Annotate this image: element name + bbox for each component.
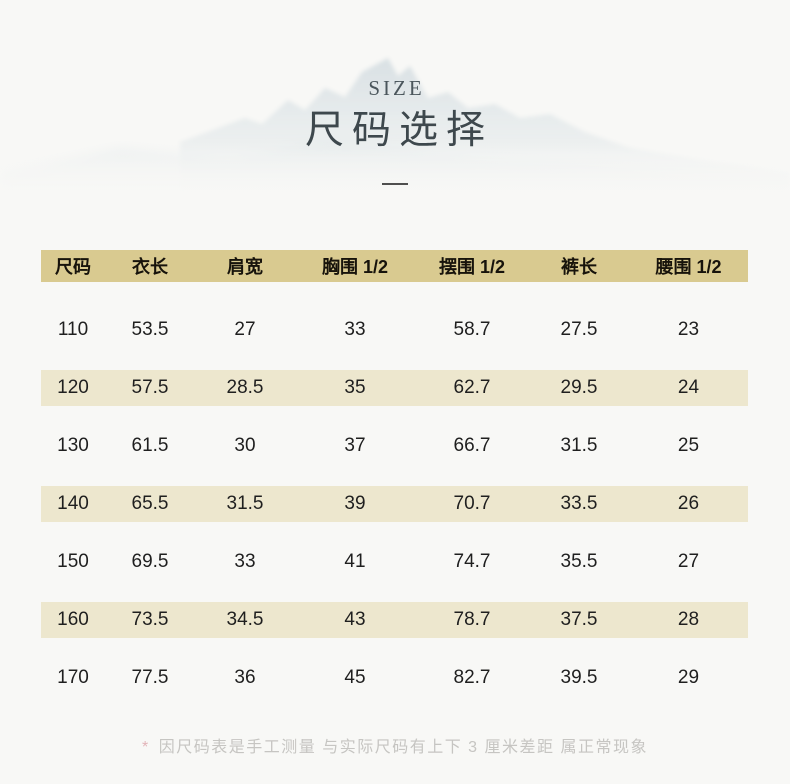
cell-waist-half: 27	[677, 551, 700, 572]
table-row: 130 61.5 30 37 66.7 31.5 25	[41, 428, 748, 464]
cell-hem-half: 58.7	[453, 319, 491, 340]
table-row: 110 53.5 27 33 58.7 27.5 23	[41, 312, 748, 348]
size-table-header-row: 尺码 衣长 肩宽 胸围 1/2 摆围 1/2 裤长 腰围 1/2	[41, 250, 748, 282]
cell-garment-length: 77.5	[131, 667, 169, 688]
column-header-chest-half: 胸围 1/2	[321, 257, 389, 277]
cell-waist-half: 28	[677, 609, 700, 630]
cell-waist-half: 26	[677, 493, 700, 514]
cell-shoulder-width: 33	[234, 551, 256, 572]
column-header-hem-half: 摆围 1/2	[438, 257, 506, 277]
cell-chest-half: 39	[344, 493, 366, 514]
size-table: 尺码 衣长 肩宽 胸围 1/2 摆围 1/2 裤长 腰围 1/2 110 53.…	[41, 250, 748, 696]
cell-hem-half: 78.7	[453, 609, 491, 630]
cell-hem-half: 62.7	[453, 377, 491, 398]
cell-garment-length: 57.5	[131, 377, 169, 398]
hero-fade-overlay	[0, 140, 790, 235]
cell-chest-half: 45	[344, 667, 366, 688]
cell-chest-half: 33	[344, 319, 366, 340]
cell-waist-half: 24	[677, 377, 700, 398]
section-eyebrow: SIZE	[368, 76, 425, 100]
column-header-size: 尺码	[55, 257, 91, 277]
table-row: 160 73.5 34.5 43 78.7 37.5 28	[41, 602, 748, 638]
table-row: 150 69.5 33 41 74.7 35.5 27	[41, 544, 748, 580]
cell-shoulder-width: 31.5	[226, 493, 264, 514]
cell-size: 110	[57, 319, 89, 340]
cell-garment-length: 73.5	[131, 609, 169, 630]
page-title: 尺码选择	[304, 109, 493, 152]
cell-chest-half: 37	[344, 435, 366, 456]
cell-pants-length: 29.5	[560, 377, 598, 398]
cell-pants-length: 31.5	[560, 435, 598, 456]
column-header-garment-length: 衣长	[132, 257, 168, 277]
cell-waist-half: 25	[677, 435, 700, 456]
column-header-shoulder-width: 肩宽	[227, 257, 263, 277]
cell-pants-length: 35.5	[560, 551, 598, 572]
title-dash-divider	[382, 183, 408, 185]
cell-chest-half: 35	[344, 377, 366, 398]
cell-shoulder-width: 30	[234, 435, 256, 456]
cell-garment-length: 69.5	[131, 551, 169, 572]
cell-hem-half: 82.7	[453, 667, 491, 688]
cell-size: 140	[57, 493, 89, 514]
cell-size: 160	[57, 609, 89, 630]
cell-garment-length: 65.5	[131, 493, 169, 514]
cell-shoulder-width: 34.5	[226, 609, 264, 630]
cell-pants-length: 33.5	[560, 493, 598, 514]
footnote: * 因尺码表是手工测量 与实际尺码有上下 3 厘米差距 属正常现象	[0, 733, 790, 757]
cell-hem-half: 66.7	[453, 435, 491, 456]
cell-chest-half: 41	[344, 551, 366, 572]
cell-pants-length: 39.5	[560, 667, 598, 688]
cell-size: 130	[57, 435, 89, 456]
cell-shoulder-width: 28.5	[226, 377, 264, 398]
cell-garment-length: 53.5	[131, 319, 169, 340]
table-row: 140 65.5 31.5 39 70.7 33.5 26	[41, 486, 748, 522]
footnote-text: 因尺码表是手工测量 与实际尺码有上下 3 厘米差距 属正常现象	[158, 739, 648, 756]
cell-size: 120	[57, 377, 89, 398]
cell-shoulder-width: 36	[234, 667, 256, 688]
hero-section: SIZE 尺码选择	[0, 0, 790, 235]
column-header-pants-length: 裤长	[561, 257, 597, 277]
column-header-waist-half: 腰围 1/2	[655, 257, 722, 277]
footnote-asterisk: *	[142, 739, 150, 756]
cell-chest-half: 43	[344, 609, 366, 630]
size-table-body: 110 53.5 27 33 58.7 27.5 23 120 57.5 28.…	[41, 312, 748, 696]
cell-waist-half: 29	[677, 667, 700, 688]
cell-waist-half: 23	[677, 319, 700, 340]
cell-hem-half: 74.7	[453, 551, 491, 572]
table-row: 120 57.5 28.5 35 62.7 29.5 24	[41, 370, 748, 406]
cell-pants-length: 37.5	[560, 609, 598, 630]
cell-pants-length: 27.5	[560, 319, 598, 340]
table-row: 170 77.5 36 45 82.7 39.5 29	[41, 660, 748, 696]
cell-size: 150	[57, 551, 89, 572]
cell-hem-half: 70.7	[453, 493, 491, 514]
cell-shoulder-width: 27	[234, 319, 256, 340]
cell-size: 170	[57, 667, 89, 688]
cell-garment-length: 61.5	[131, 435, 169, 456]
